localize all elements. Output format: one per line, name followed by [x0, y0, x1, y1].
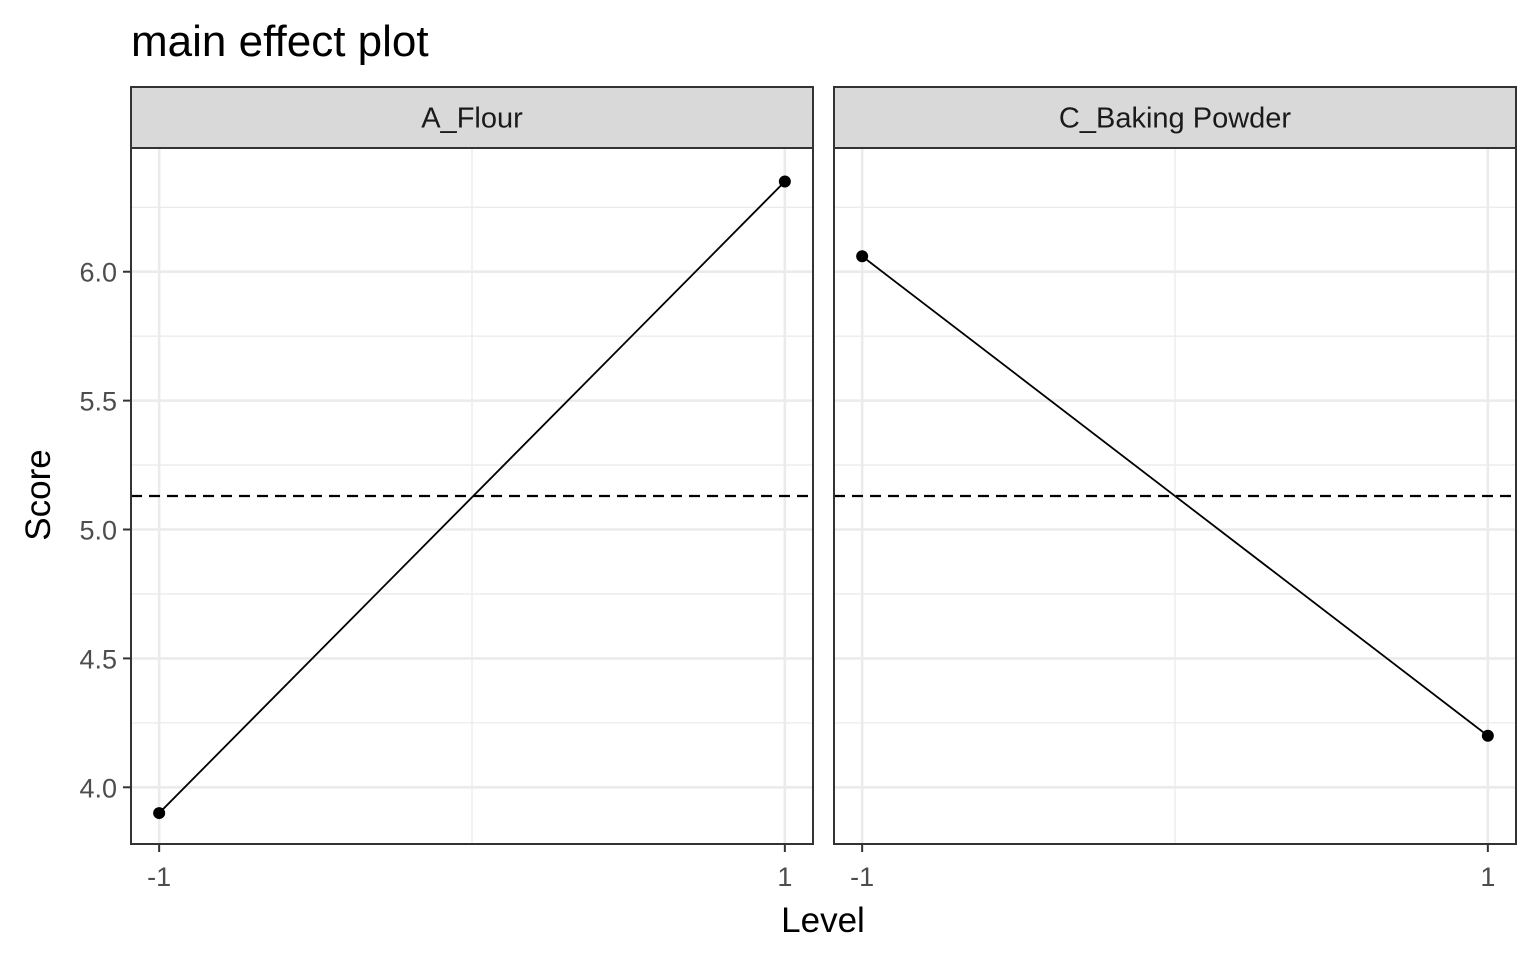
facet-strip-label: C_Baking Powder: [1059, 103, 1291, 135]
chart-title: main effect plot: [131, 17, 429, 66]
facet-strip-label: A_Flour: [421, 103, 523, 135]
data-point: [153, 807, 166, 820]
facet-panels: A_Flour -1 1 C_Baking Powder -1 1: [130, 86, 1517, 892]
y-tick-label: 4.0: [79, 773, 117, 803]
y-axis: 4.0 4.5 5.0 5.5 6.0: [79, 258, 131, 803]
x-axis-title: Level: [781, 901, 865, 940]
y-tick-label: 5.5: [79, 387, 117, 417]
facet-strip: [130, 86, 814, 149]
x-tick-label: -1: [147, 862, 171, 892]
data-point: [1481, 729, 1494, 742]
y-axis-title: Score: [19, 449, 58, 540]
data-point: [778, 175, 791, 188]
facet-panel: C_Baking Powder -1 1: [833, 86, 1517, 892]
series-line: [861, 255, 1489, 737]
facet-strip: [833, 86, 1517, 149]
y-tick-label: 6.0: [79, 258, 117, 288]
x-tick-label: 1: [777, 862, 792, 892]
data-point: [856, 250, 869, 263]
y-tick-label: 4.5: [79, 644, 117, 674]
y-tick-label: 5.0: [79, 516, 117, 546]
facet-panel: A_Flour -1 1: [130, 86, 814, 892]
series-line: [158, 180, 786, 814]
x-tick-label: -1: [850, 862, 874, 892]
x-tick-label: 1: [1480, 862, 1495, 892]
